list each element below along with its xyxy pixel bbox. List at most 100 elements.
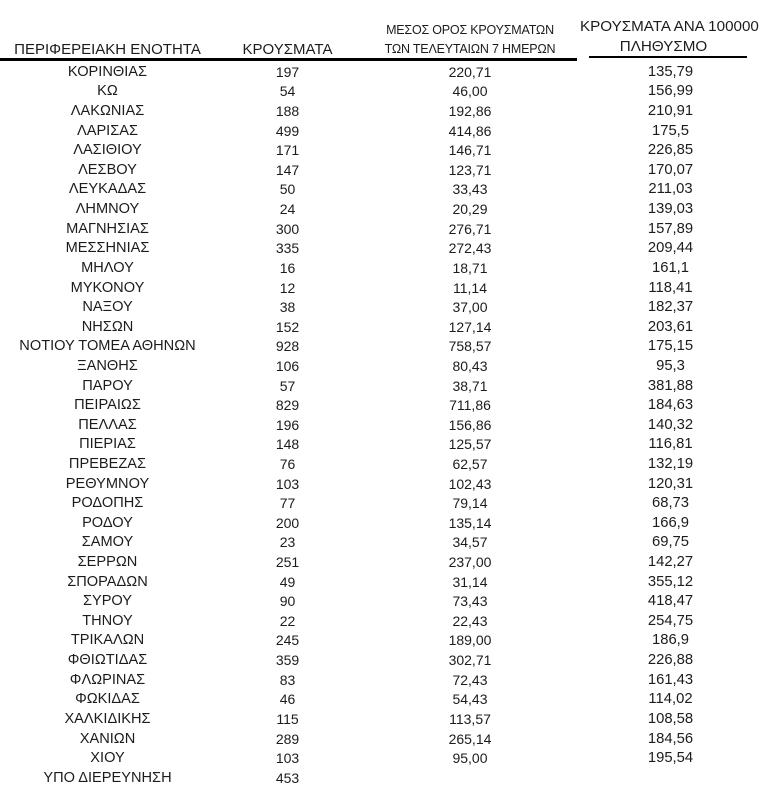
avg-7day-cell: 102,43 [448,475,492,492]
table-row: ΜΑΓΝΗΣΙΑΣ 300 276,71 157,89 [0,219,761,239]
region-cell: ΛΑΣΙΘΙΟΥ [73,142,142,159]
avg-7day-cell: 302,71 [448,652,492,669]
avg-7day-cell: 37,00 [452,299,488,316]
per-100000-header-underline [589,56,747,58]
cases-cell: 24 [279,201,296,218]
per-100000-cell: 166,9 [651,514,690,531]
cases-cell: 200 [275,514,300,531]
column-header-avg-7day: ΜΕΣΟΣ ΟΡΟΣ ΚΡΟΥΣΜΑΤΩΝ ΤΩΝ ΤΕΛΕΥΤΑΙΩΝ 7 Η… [360,21,580,58]
region-cell: ΧΑΝΙΩΝ [79,730,136,747]
per-100000-cell: 182,37 [647,299,694,316]
cases-cell: 251 [275,554,300,571]
region-cell: ΚΩ [97,83,118,100]
column-header-per-100000-line2: ΠΛΗΘΥΣΜΟ [619,38,708,55]
table-row: ΛΕΥΚΑΔΑΣ 50 33,43 211,03 [0,180,761,200]
cases-cell: 197 [275,63,300,80]
per-100000-cell: 68,73 [651,495,690,512]
header-divider-rule [0,58,577,61]
table-row: ΚΟΡΙΝΘΙΑΣ 197 220,71 135,79 [0,62,761,82]
avg-7day-cell: 192,86 [448,103,492,120]
region-cell: ΦΛΩΡΙΝΑΣ [69,671,146,688]
cases-cell: 54 [279,83,296,100]
avg-7day-cell: 146,71 [448,142,492,159]
avg-7day-cell: 272,43 [448,240,492,257]
region-cell: ΛΕΣΒΟΥ [78,161,137,178]
cases-cell: 147 [275,161,300,178]
table-row: ΞΑΝΘΗΣ 106 80,43 95,3 [0,356,761,376]
table-row: ΧΙΟΥ 103 95,00 195,54 [0,748,761,768]
cases-cell: 106 [275,357,300,374]
per-100000-cell: 355,12 [647,573,694,590]
avg-7day-cell: 189,00 [448,632,492,649]
avg-7day-cell: 125,57 [448,436,492,453]
region-cell: ΜΗΛΟΥ [81,259,134,276]
table-body: ΚΟΡΙΝΘΙΑΣ 197 220,71 135,79 ΚΩ 54 46,00 … [0,62,761,788]
column-header-avg-7day-line1: ΜΕΣΟΣ ΟΡΟΣ ΚΡΟΥΣΜΑΤΩΝ [386,23,554,37]
avg-7day-cell: 62,57 [452,455,488,472]
cases-cell: 49 [279,573,296,590]
cases-cell: 16 [279,259,296,276]
cases-cell: 152 [275,318,300,335]
region-cell: ΣΕΡΡΩΝ [77,554,138,571]
table-row: ΛΑΣΙΘΙΟΥ 171 146,71 226,85 [0,140,761,160]
cases-cell: 90 [279,593,296,610]
region-cell: ΦΘΙΩΤΙΔΑΣ [67,652,148,669]
per-100000-cell: 184,56 [647,730,694,747]
avg-7day-cell: 758,57 [448,338,492,355]
table-row: ΝΑΞΟΥ 38 37,00 182,37 [0,297,761,317]
avg-7day-cell: 72,43 [452,671,488,688]
per-100000-cell: 161,43 [647,671,694,688]
avg-7day-cell: 276,71 [448,220,492,237]
per-100000-cell: 381,88 [647,377,694,394]
per-100000-cell: 139,03 [647,201,694,218]
table-row: ΠΕΙΡΑΙΩΣ 829 711,86 184,63 [0,395,761,415]
per-100000-cell: 175,5 [651,122,690,139]
avg-7day-cell: 220,71 [448,63,492,80]
table-row: ΣΠΟΡΑΔΩΝ 49 31,14 355,12 [0,572,761,592]
per-100000-cell: 418,47 [647,593,694,610]
per-100000-cell: 114,02 [648,691,693,708]
avg-7day-cell: 54,43 [452,691,488,708]
avg-7day-cell: 711,86 [449,397,491,414]
avg-7day-cell: 80,43 [452,357,488,374]
table-row: ΛΑΚΩΝΙΑΣ 188 192,86 210,91 [0,101,761,121]
cases-cell: 300 [275,220,300,237]
cases-cell: 335 [275,240,300,257]
region-cell: ΜΥΚΟΝΟΥ [70,279,145,296]
per-100000-cell: 195,54 [647,750,694,767]
region-cell: ΛΕΥΚΑΔΑΣ [68,181,147,198]
table-row: ΠΑΡΟΥ 57 38,71 381,88 [0,376,761,396]
table-row: ΣΑΜΟΥ 23 34,57 69,75 [0,533,761,553]
avg-7day-cell: 414,86 [448,122,492,139]
per-100000-cell: 210,91 [647,103,694,120]
per-100000-cell: 226,88 [647,652,694,669]
table-row: ΤΗΝΟΥ 22 22,43 254,75 [0,611,761,631]
avg-7day-cell: 79,14 [452,495,488,512]
cases-cell: 22 [279,612,296,629]
per-100000-cell: 135,79 [647,63,694,80]
cases-cell: 245 [275,632,300,649]
table-row: ΝΟΤΙΟΥ ΤΟΜΕΑ ΑΘΗΝΩΝ 928 758,57 175,15 [0,337,761,357]
cases-cell: 12 [279,279,296,296]
region-cell: ΤΗΝΟΥ [82,612,133,629]
per-100000-cell: 118,41 [648,279,693,296]
region-cell: ΡΕΘΥΜΝΟΥ [65,475,150,492]
region-cell: ΝΗΣΩΝ [81,318,134,335]
per-100000-cell: 175,15 [647,338,694,355]
column-header-avg-7day-line2: ΤΩΝ ΤΕΛΕΥΤΑΙΩΝ 7 ΗΜΕΡΩΝ [384,41,556,56]
region-cell: ΧΑΛΚΙΔΙΚΗΣ [64,710,151,727]
per-100000-cell: 203,61 [647,318,694,335]
cases-cell: 57 [279,377,296,394]
per-100000-cell: 95,3 [656,357,685,374]
avg-7day-cell: 20,29 [452,201,488,218]
table-row: ΠΕΛΛΑΣ 196 156,86 140,32 [0,415,761,435]
avg-7day-cell: 113,57 [449,710,491,727]
per-100000-cell: 132,19 [647,455,694,472]
avg-7day-cell: 34,57 [452,534,488,551]
region-cell: ΥΠΟ ΔΙΕΡΕΥΝΗΣΗ [43,769,172,786]
cases-cell: 77 [279,495,296,512]
per-100000-cell: 226,85 [647,142,694,159]
per-100000-cell: 157,89 [647,220,694,237]
region-cell: ΡΟΔΟΥ [82,514,133,531]
